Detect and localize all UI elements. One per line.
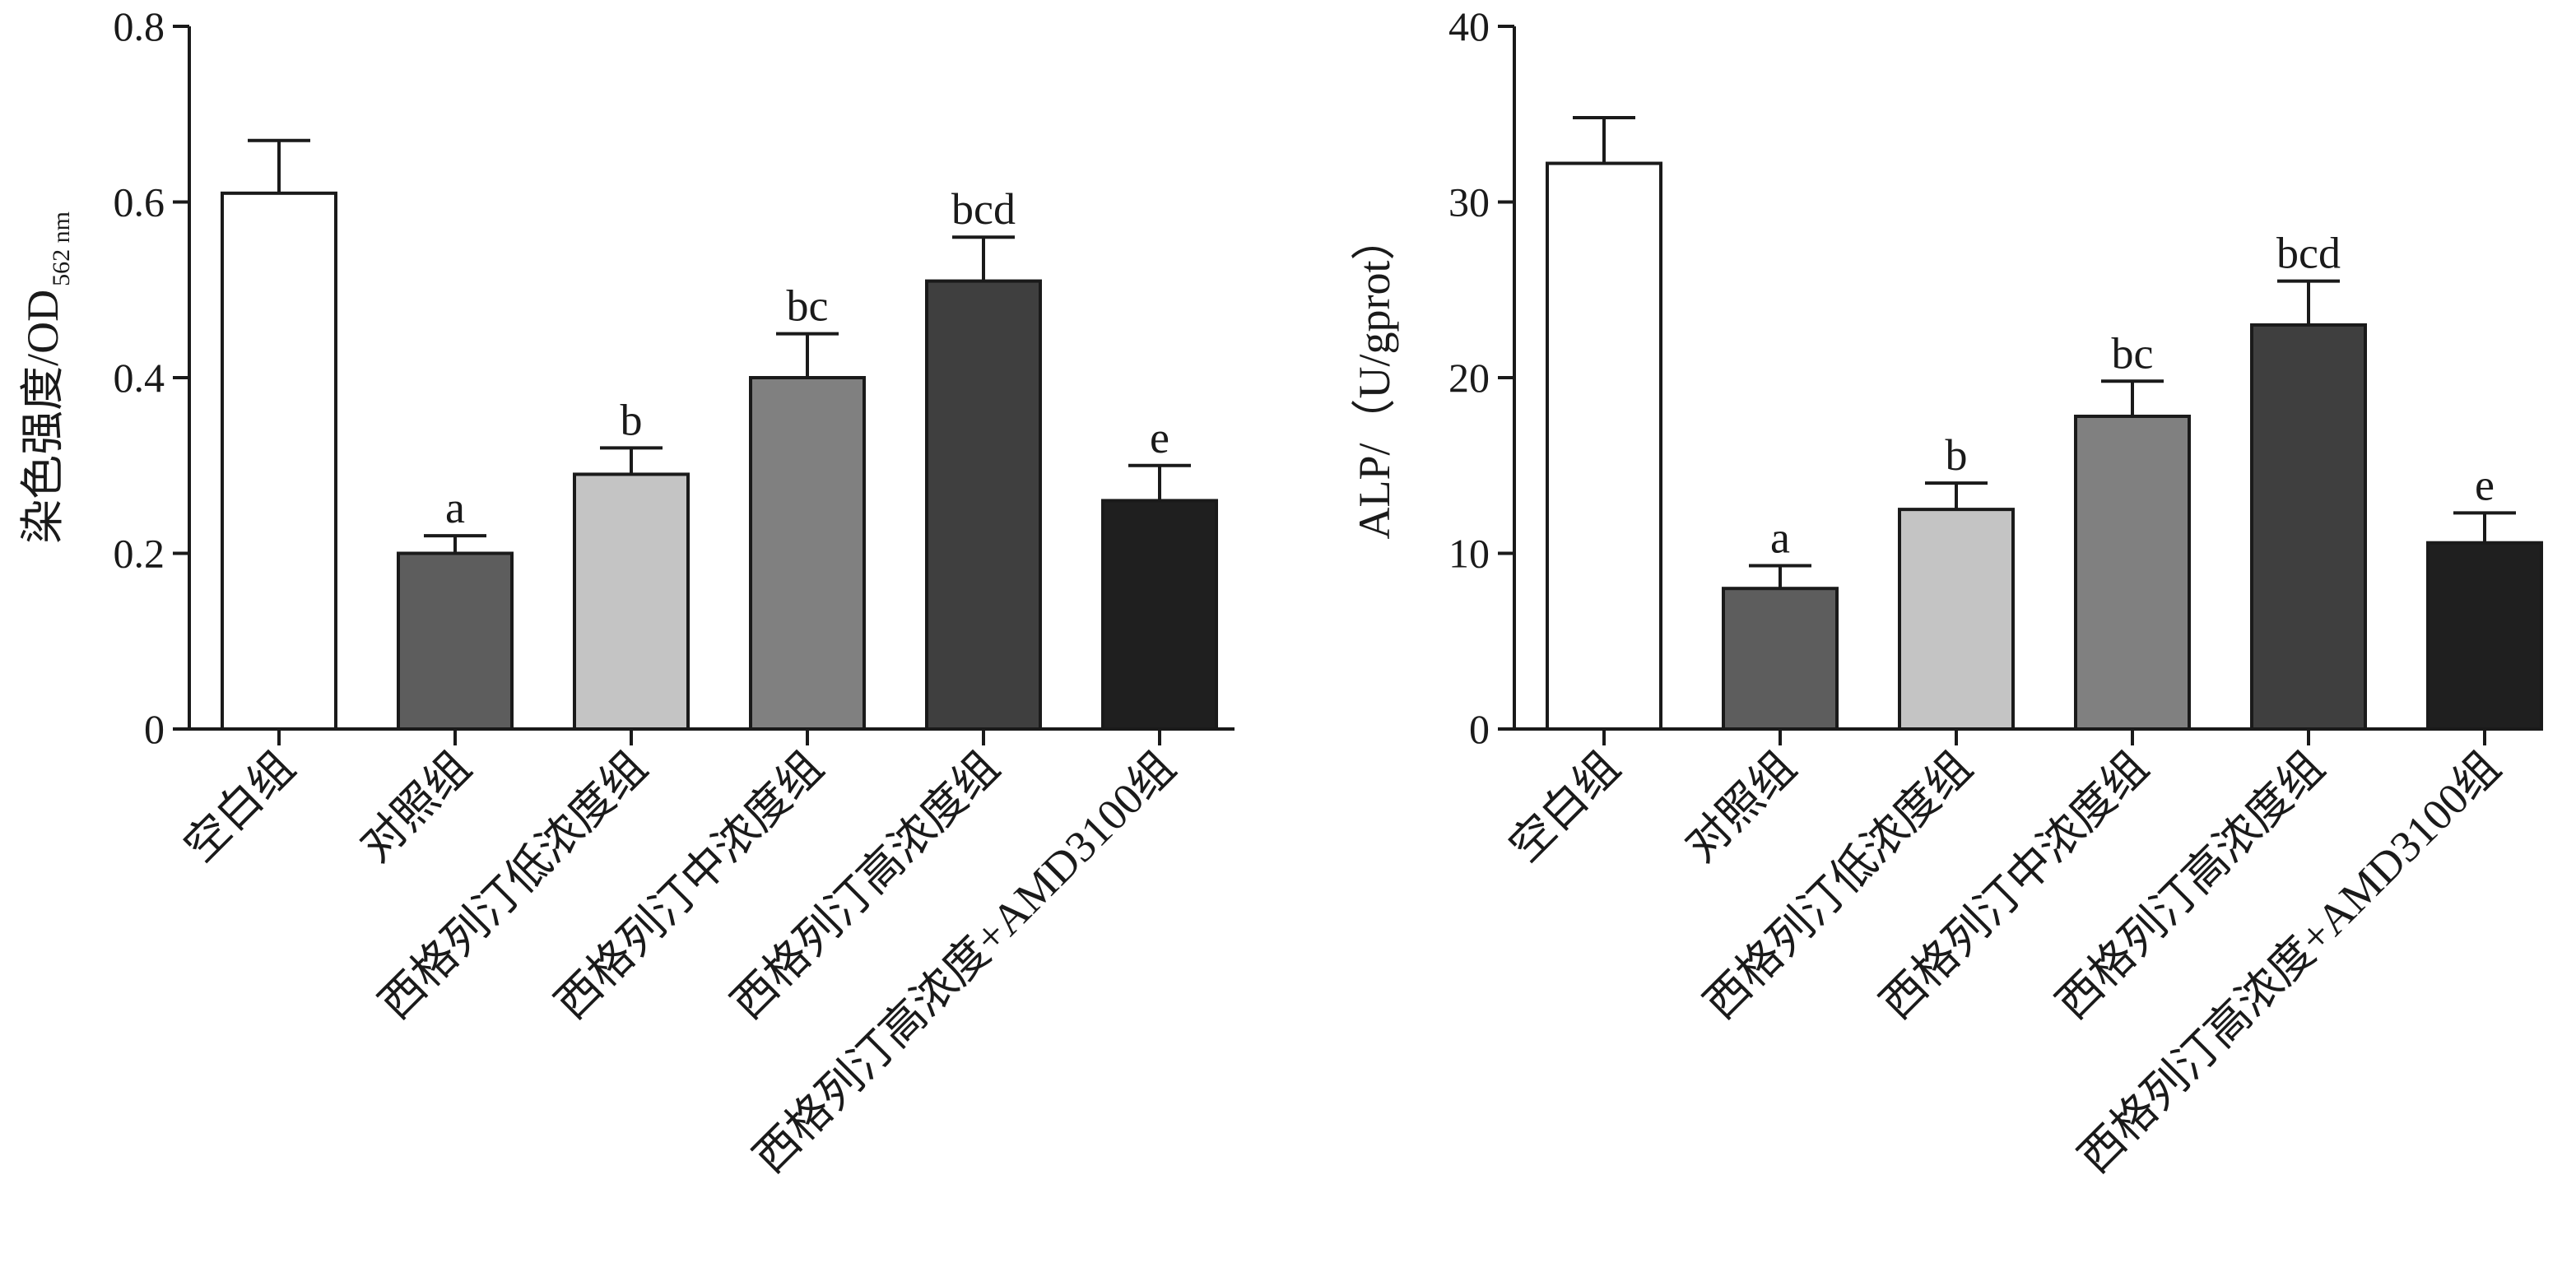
bar bbox=[2074, 414, 2191, 731]
y-tick-label: 0.2 bbox=[114, 531, 165, 577]
significance-label: e bbox=[1150, 413, 1169, 462]
y-axis-title-subscript: 562 nm bbox=[48, 211, 75, 286]
bar bbox=[1546, 161, 1662, 731]
bar bbox=[397, 551, 514, 731]
y-axis-title-main: 染色强度/OD bbox=[18, 290, 67, 544]
significance-label: a bbox=[1770, 513, 1790, 562]
bar bbox=[1898, 508, 2015, 731]
y-tick-label: 40 bbox=[1448, 3, 1490, 49]
y-tick-label: 30 bbox=[1448, 179, 1490, 225]
significance-label: b bbox=[621, 395, 643, 444]
significance-label: a bbox=[445, 483, 465, 532]
bar bbox=[221, 191, 337, 731]
bar bbox=[925, 279, 1042, 731]
y-axis-title-main: ALP/（U/gprot） bbox=[1350, 216, 1399, 539]
bar bbox=[573, 472, 690, 731]
panel-alp-activity: 010203040ALP/（U/gprot）空白组a对照组b西格列汀低浓度组bc… bbox=[1350, 3, 2543, 1182]
significance-label: bcd bbox=[2276, 229, 2341, 278]
bar bbox=[749, 376, 866, 731]
category-label: 对照组 bbox=[351, 742, 481, 871]
bar bbox=[2250, 323, 2367, 731]
category-label: 空白组 bbox=[175, 742, 305, 871]
y-axis-title: 染色强度/OD 562 nm bbox=[18, 211, 75, 544]
y-tick-label: 0.4 bbox=[114, 355, 165, 401]
significance-label: bc bbox=[787, 281, 829, 331]
y-tick-label: 0.8 bbox=[114, 3, 165, 49]
significance-label: bcd bbox=[951, 184, 1016, 234]
significance-label: b bbox=[1946, 430, 1968, 480]
y-tick-label: 20 bbox=[1448, 355, 1490, 401]
bar bbox=[1101, 499, 1218, 731]
y-tick-label: 0 bbox=[144, 706, 165, 752]
y-axis-title: ALP/（U/gprot） bbox=[1350, 216, 1399, 539]
significance-label: bc bbox=[2112, 328, 2154, 378]
category-label: 对照组 bbox=[1676, 742, 1806, 871]
bar bbox=[2426, 541, 2543, 731]
y-tick-label: 10 bbox=[1448, 531, 1490, 577]
category-label: 空白组 bbox=[1500, 742, 1630, 871]
y-tick-label: 0.6 bbox=[114, 179, 165, 225]
significance-label: e bbox=[2475, 460, 2495, 509]
y-tick-label: 0 bbox=[1469, 706, 1490, 752]
bar bbox=[1722, 587, 1839, 731]
